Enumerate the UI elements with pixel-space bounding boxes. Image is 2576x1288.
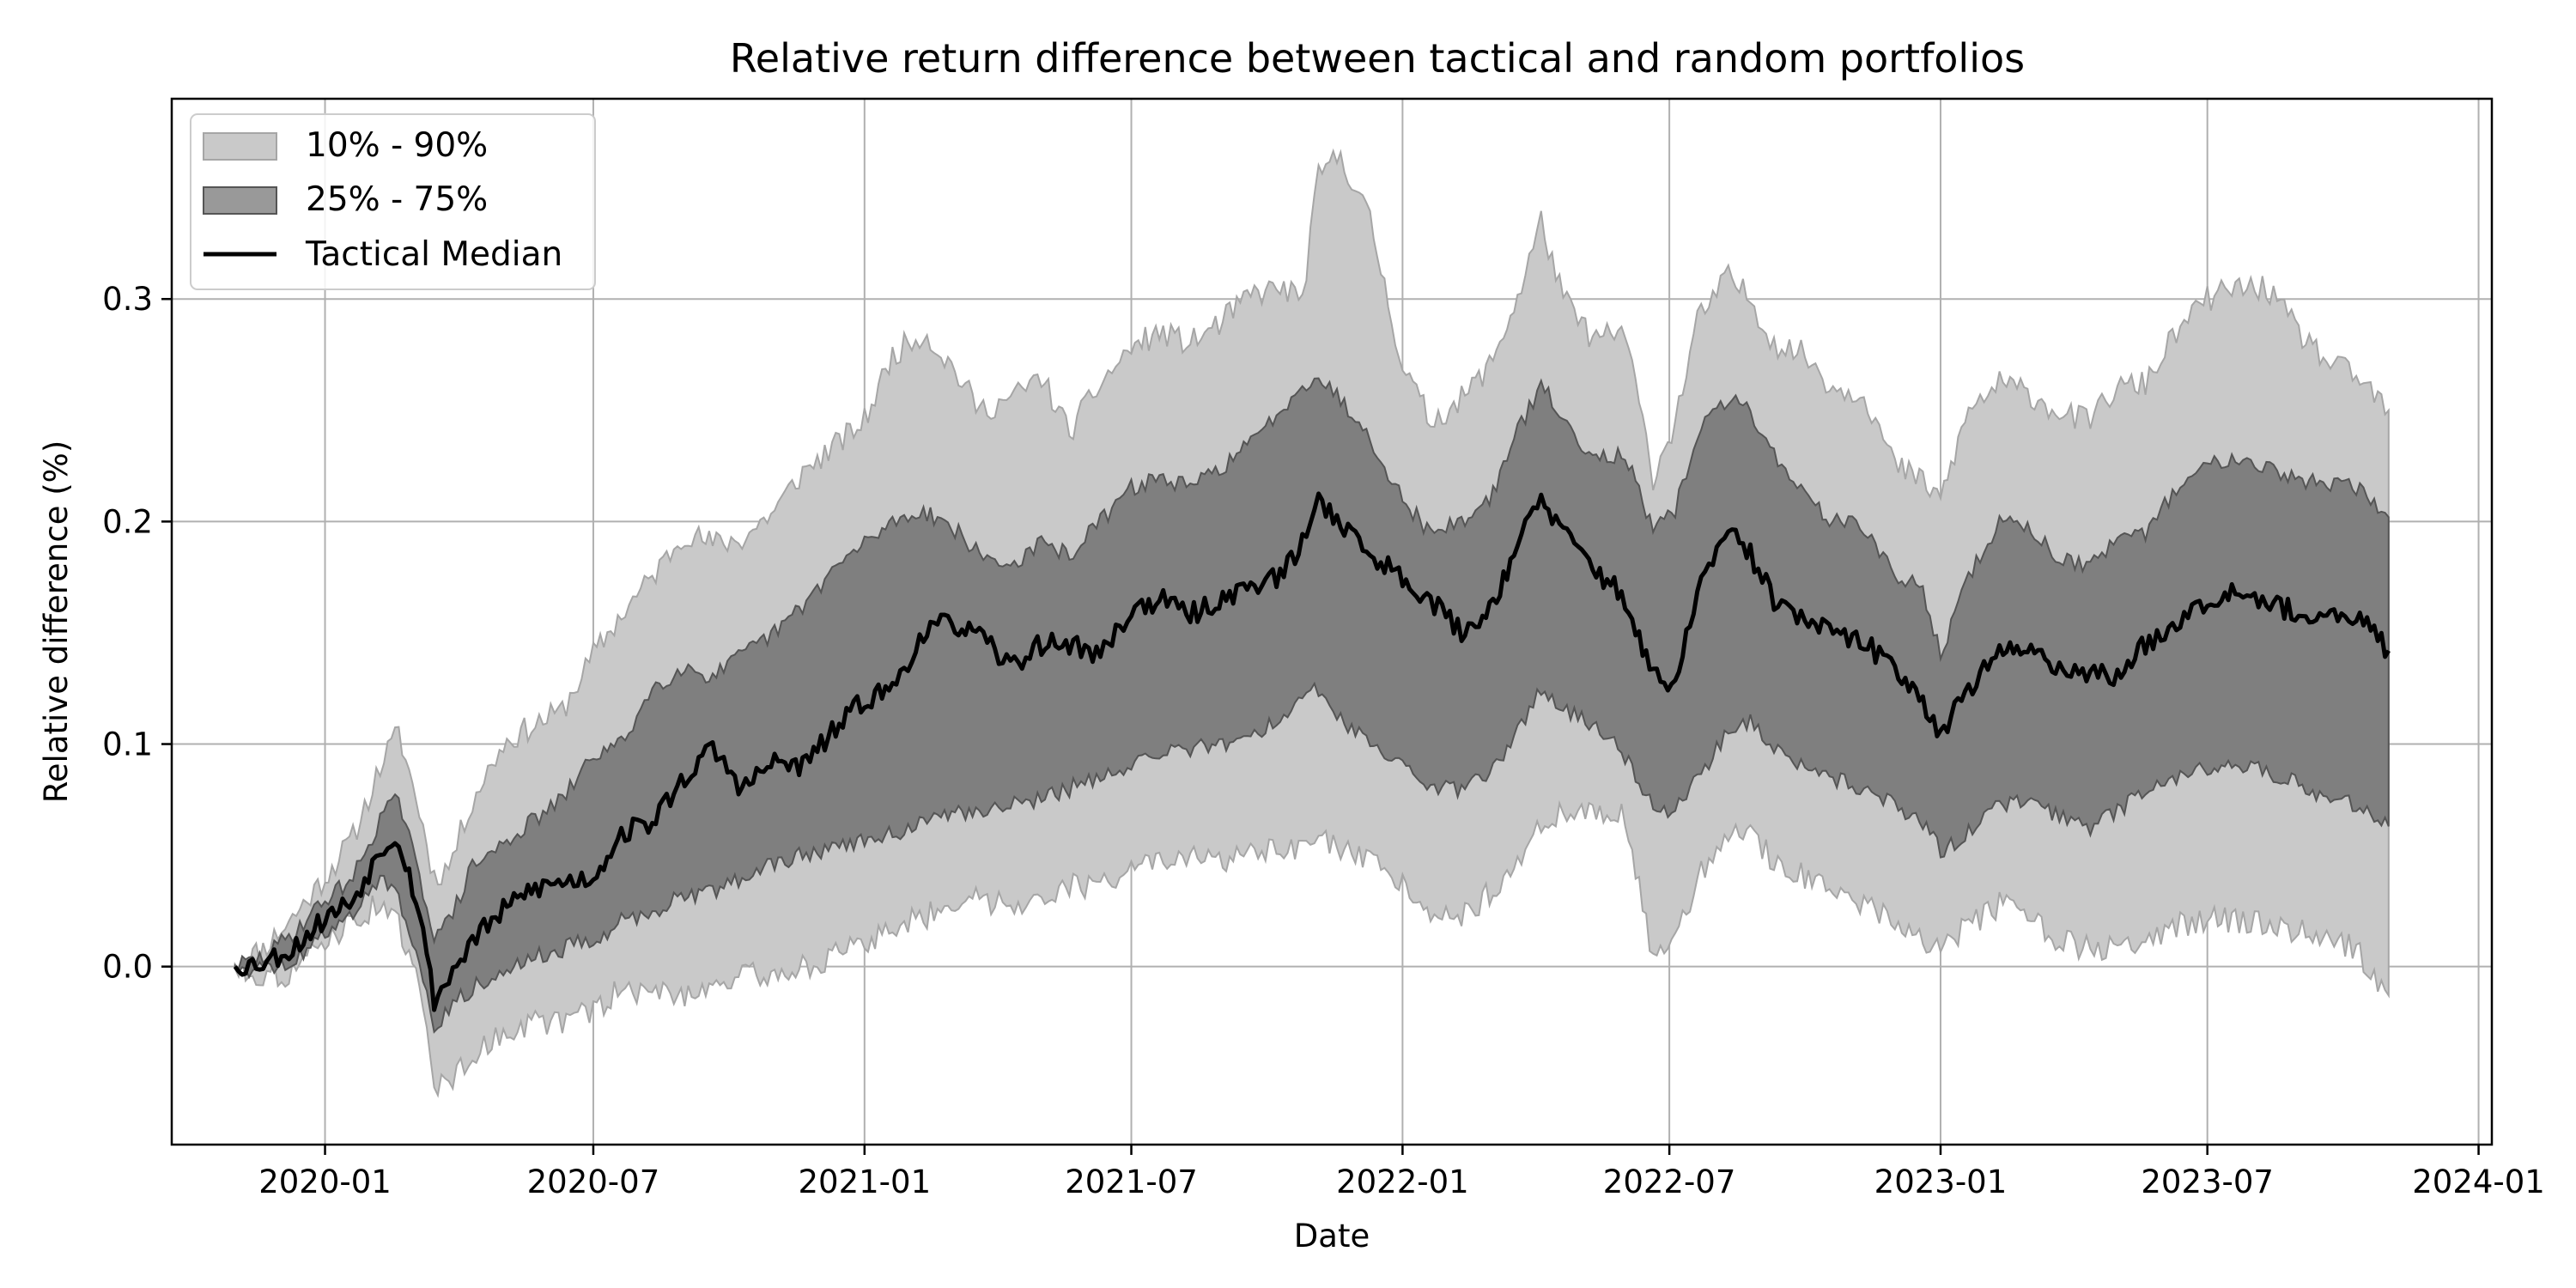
- x-tick-label: 2024-01: [2412, 1163, 2545, 1200]
- legend-swatch-25-75: [203, 186, 277, 215]
- legend: 10% - 90% 25% - 75% Tactical Median: [190, 113, 596, 290]
- legend-label-25-75: 25% - 75%: [306, 180, 488, 219]
- x-tick-label: 2020-07: [527, 1163, 660, 1200]
- legend-label-10-90: 10% - 90%: [306, 126, 488, 165]
- x-tick-label: 2023-01: [1874, 1163, 2008, 1200]
- y-tick-label: 0.0: [102, 949, 153, 986]
- x-tick-label: 2022-01: [1336, 1163, 1469, 1200]
- median-line: [233, 491, 2391, 1012]
- x-axis-label: Date: [1294, 1218, 1370, 1255]
- x-axis: 2020-01 2020-07 2021-01 2021-07 2022-01 2022-…: [258, 1145, 2545, 1200]
- legend-swatch-10-90: [203, 132, 277, 161]
- legend-box: [190, 113, 596, 290]
- y-tick-label: 0.1: [102, 726, 153, 763]
- plot-frame: [170, 97, 2494, 1146]
- legend-label-median: Tactical Median: [305, 235, 562, 274]
- band-25-75: [234, 377, 2390, 1034]
- y-tick-label: 0.2: [102, 503, 153, 540]
- x-tick-label: 2021-07: [1065, 1163, 1198, 1200]
- y-axis-label: Relative difference (%): [38, 440, 75, 804]
- band-inner-layer: [234, 377, 2390, 1034]
- x-tick-label: 2021-01: [799, 1163, 932, 1200]
- x-tick-label: 2022-07: [1603, 1163, 1736, 1200]
- median-layer: [233, 491, 2391, 1012]
- y-axis: 0.0 0.1 0.2 0.3: [102, 281, 172, 986]
- y-tick-label: 0.3: [102, 281, 153, 318]
- chart-title: Relative return difference between tacti…: [730, 35, 2025, 82]
- x-tick-label: 2023-07: [2141, 1163, 2274, 1200]
- x-tick-label: 2020-01: [258, 1163, 392, 1200]
